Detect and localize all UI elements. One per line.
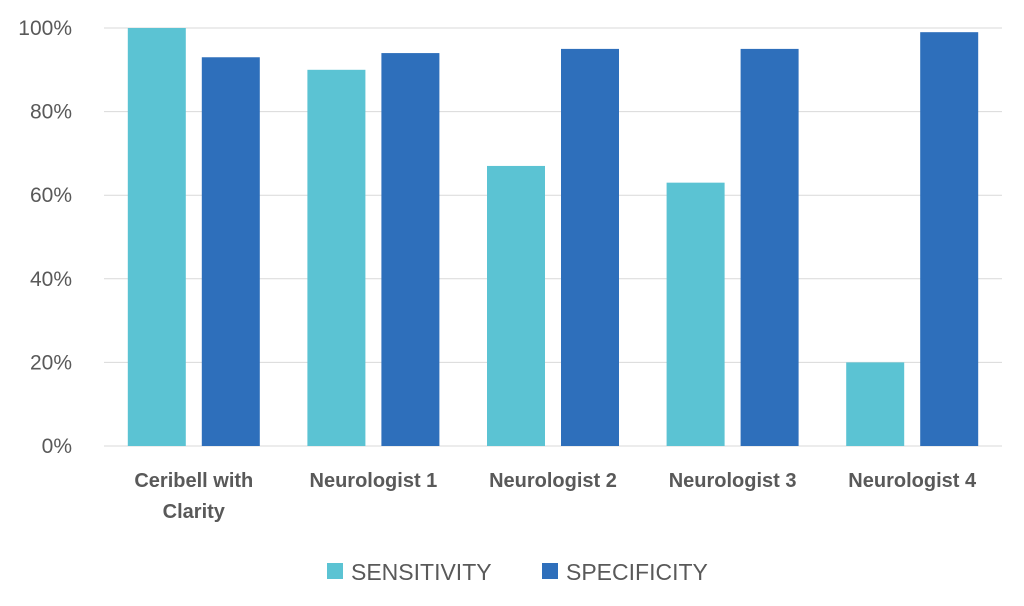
x-axis-labels: Ceribell with Clarity Neurologist 1 Neurolo… bbox=[134, 470, 977, 523]
bar-sensitivity-5 bbox=[846, 362, 905, 446]
y-tick-label: 80% bbox=[30, 101, 72, 124]
y-axis-ticks: 0% 20% 40% 60% 80% 100% bbox=[18, 17, 72, 458]
bar-sensitivity-2 bbox=[307, 69, 366, 447]
y-tick-label: 0% bbox=[42, 435, 72, 458]
bars-group bbox=[127, 28, 979, 447]
bar-specificity-3 bbox=[561, 48, 619, 447]
x-category-label: Neurologist 3 bbox=[669, 470, 797, 492]
bar-specificity-2 bbox=[381, 53, 440, 446]
y-tick-label: 20% bbox=[30, 351, 72, 374]
x-category-label: Neurologist 1 bbox=[310, 470, 438, 492]
legend-swatch-specificity bbox=[542, 563, 558, 579]
legend-swatch-sensitivity bbox=[327, 563, 343, 579]
bar-sensitivity-4 bbox=[666, 182, 725, 446]
bar-specificity-4 bbox=[740, 48, 799, 447]
x-category-label: Neurologist 4 bbox=[848, 470, 977, 492]
x-category-label: Clarity bbox=[163, 501, 226, 523]
y-tick-label: 40% bbox=[30, 268, 72, 291]
legend-label-sensitivity: SENSITIVITY bbox=[351, 559, 492, 585]
x-category-label: Ceribell with bbox=[134, 470, 253, 492]
bar-sensitivity-3 bbox=[487, 165, 545, 446]
y-tick-label: 60% bbox=[30, 184, 72, 207]
x-category-label: Neurologist 2 bbox=[489, 470, 617, 492]
legend: SENSITIVITY SPECIFICITY bbox=[327, 559, 708, 585]
bar-sensitivity-1 bbox=[127, 28, 186, 446]
bar-specificity-5 bbox=[920, 32, 979, 447]
legend-label-specificity: SPECIFICITY bbox=[566, 559, 708, 585]
y-tick-label: 100% bbox=[18, 17, 72, 40]
bar-specificity-1 bbox=[201, 57, 260, 446]
